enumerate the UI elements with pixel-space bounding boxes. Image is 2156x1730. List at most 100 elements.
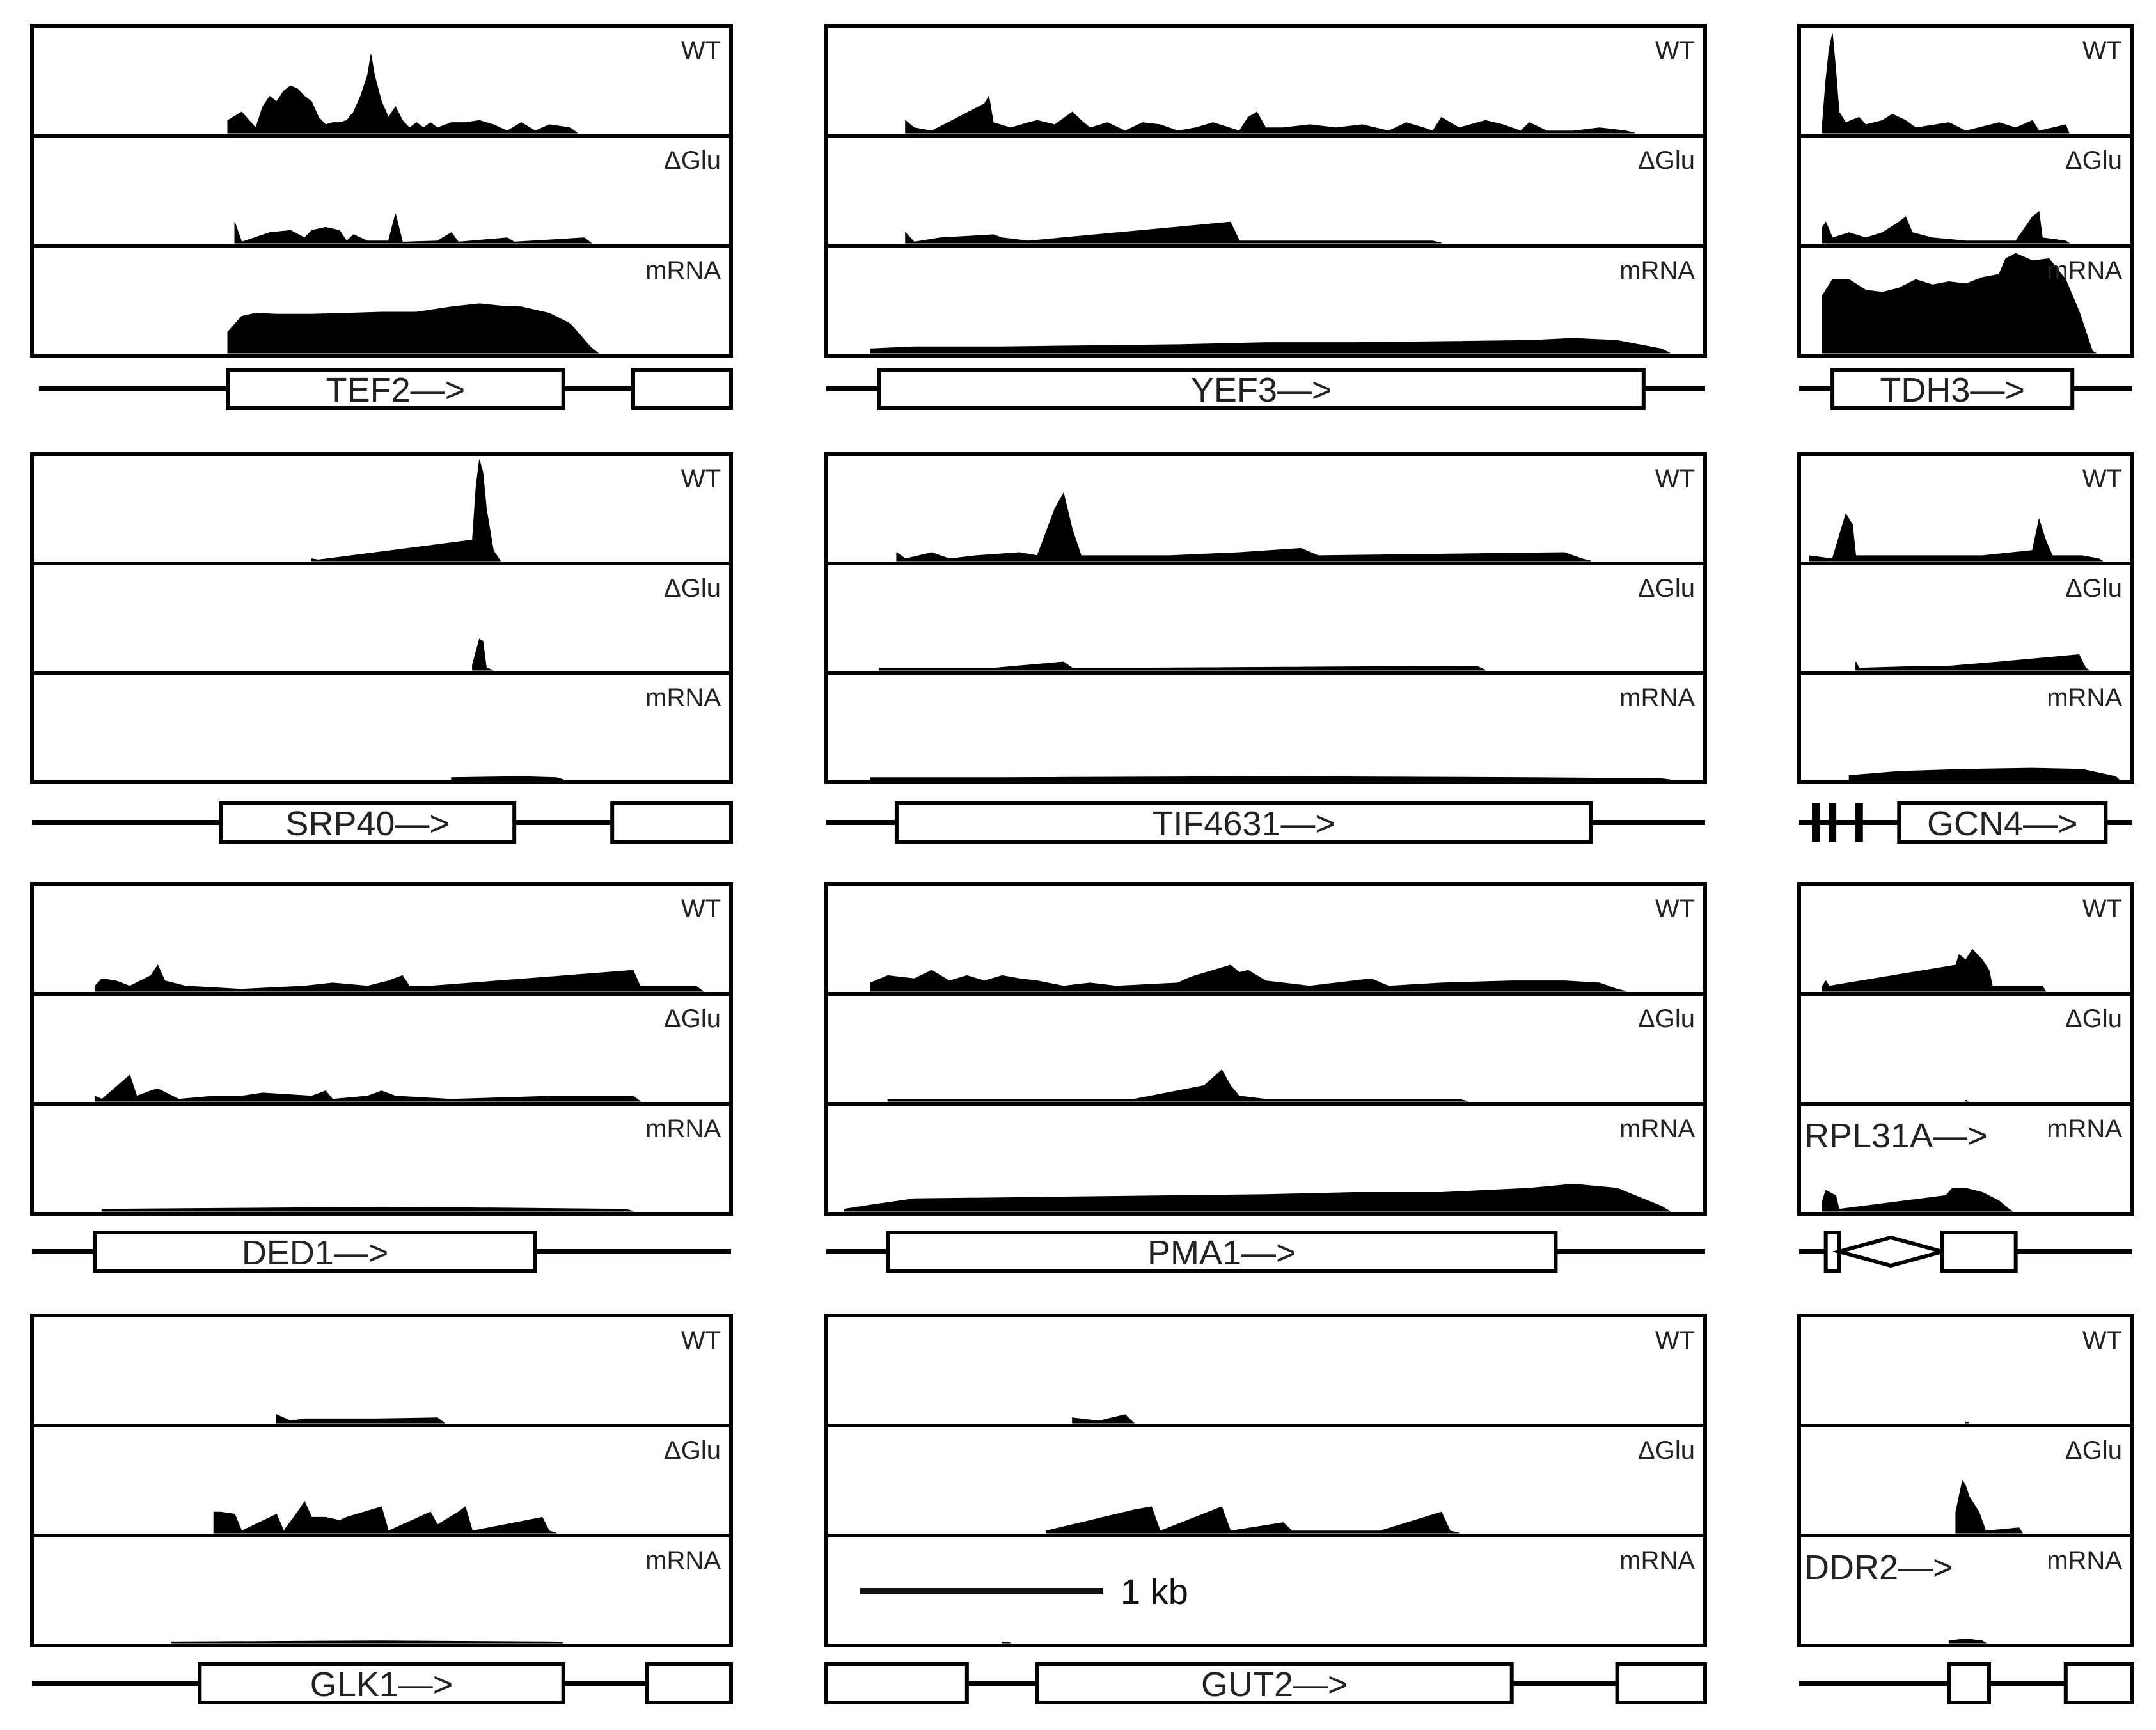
- gene-model-rpl31a: [1799, 1231, 2132, 1273]
- dglu-track-label: ΔGlu: [1638, 574, 1695, 602]
- panel-frame: [824, 1314, 1707, 1647]
- dglu-coverage-srp40: [472, 638, 494, 671]
- panel-frame: [30, 452, 733, 784]
- exon-box: [1940, 1231, 2018, 1273]
- gene-label-yef3: YEF3—>: [1191, 371, 1332, 409]
- gene-label-gcn4: GCN4—>: [1927, 805, 2078, 843]
- mrna-coverage-ddr2: [1948, 1638, 1987, 1644]
- wt-coverage-srp40: [311, 459, 501, 562]
- panel-frame: [1797, 882, 2134, 1216]
- gene-model-tif4631: [826, 801, 1705, 844]
- gene-label-rpl31a: RPL31A—>: [1804, 1117, 1988, 1155]
- gene-model-srp40: [32, 801, 733, 844]
- gene-label-tef2: TEF2—>: [326, 371, 466, 409]
- dglu-coverage-gut2: [1046, 1506, 1460, 1534]
- gene-model-gut2: [824, 1662, 1708, 1704]
- wt-coverage-tef2: [227, 54, 578, 134]
- exon-box: [1830, 368, 2075, 410]
- exon-box: [1615, 1662, 1708, 1704]
- gene-label-tif4631: TIF4631—>: [1152, 805, 1335, 843]
- dglu-track-label: ΔGlu: [1638, 1436, 1695, 1465]
- exon-box: [93, 1231, 537, 1273]
- exon-box: [610, 801, 733, 844]
- panel-rpl31a: WT ΔGlu mRNA RPL31A—>: [1797, 882, 2134, 1273]
- panel-ddr2: WT ΔGlu mRNA DDR2—>: [1797, 1314, 2135, 1704]
- mrna-coverage-srp40: [451, 776, 563, 780]
- panel-frame: [824, 882, 1707, 1216]
- mrna-coverage-pma1: [844, 1183, 1671, 1212]
- uorf-tick: [1829, 803, 1837, 842]
- exon-box: [2063, 1662, 2135, 1704]
- dglu-coverage-pma1: [887, 1069, 1468, 1102]
- dglu-track-label: ΔGlu: [664, 1005, 721, 1033]
- wt-track-label: WT: [681, 36, 721, 65]
- gene-model-yef3: [826, 368, 1705, 410]
- mrna-track-label: mRNA: [645, 1115, 721, 1143]
- mrna-track-label: mRNA: [1619, 1546, 1695, 1575]
- mrna-coverage-ded1: [101, 1206, 634, 1212]
- dglu-coverage-glk1: [213, 1500, 556, 1534]
- gene-label-tdh3: TDH3—>: [1880, 371, 2025, 409]
- exon-box: [631, 368, 733, 410]
- gene-label-glk1: GLK1—>: [310, 1665, 453, 1704]
- dglu-track-label: ΔGlu: [1638, 146, 1695, 175]
- gene-model-gcn4: [1799, 801, 2132, 844]
- dglu-track-label: ΔGlu: [664, 146, 721, 175]
- dglu-coverage-rpl31a: [1965, 1099, 1969, 1102]
- mrna-track-label: mRNA: [2047, 256, 2122, 285]
- intron-marker: [1832, 1235, 1950, 1268]
- wt-coverage-pma1: [870, 964, 1626, 992]
- gene-label-ded1: DED1—>: [242, 1234, 389, 1272]
- exon-box: [219, 801, 517, 844]
- panel-frame: [30, 24, 733, 358]
- mrna-coverage-tef2: [227, 303, 599, 354]
- panel-gut2: WT ΔGlu mRNA GUT2—>: [824, 1314, 1708, 1704]
- dglu-track-label: ΔGlu: [2065, 1436, 2122, 1465]
- gene-model-tef2: [38, 368, 733, 410]
- dglu-track-label: ΔGlu: [1638, 1005, 1695, 1033]
- panel-frame: [1797, 1314, 2134, 1647]
- panel-frame: [1797, 452, 2134, 784]
- exon-box: [1035, 1662, 1514, 1704]
- mrna-track-label: mRNA: [1619, 256, 1695, 285]
- panel-gcn4: WT ΔGlu mRNA GCN4—>: [1797, 452, 2134, 844]
- gene-label-srp40: SRP40—>: [285, 805, 450, 843]
- mrna-coverage-tdh3: [1822, 253, 2097, 354]
- gene-model-ddr2: [1799, 1662, 2135, 1704]
- panel-tef2: WT ΔGlu mRNA TEF2—>: [30, 24, 733, 410]
- gene-model-glk1: [32, 1662, 734, 1704]
- exon-box: [824, 1662, 969, 1704]
- wt-track-label: WT: [1655, 895, 1695, 923]
- wt-coverage-rpl31a: [1822, 948, 2047, 992]
- wt-coverage-yef3: [905, 95, 1635, 134]
- dglu-track-label: ΔGlu: [664, 574, 721, 602]
- uorf-tick: [1812, 803, 1820, 842]
- panel-glk1: WT ΔGlu mRNA GLK1—>: [30, 1314, 734, 1704]
- panels: WT ΔGlu mRNA TEF2—> WT ΔGlu mRNA YEF3—> WT ΔGlu mR…: [30, 24, 2135, 1704]
- mrna-coverage-glk1: [171, 1640, 563, 1644]
- panel-ded1: WT ΔGlu mRNA DED1—>: [30, 882, 733, 1273]
- gene-model-tdh3: [1799, 368, 2132, 410]
- scale-bar-label: 1 kb: [1121, 1571, 1188, 1612]
- panel-frame: [30, 1314, 733, 1647]
- mrna-track-label: mRNA: [1619, 684, 1695, 712]
- dglu-coverage-tdh3: [1822, 210, 2070, 244]
- exon-box: [1947, 1662, 1991, 1704]
- wt-track-label: WT: [681, 1326, 721, 1355]
- wt-track-label: WT: [2082, 1326, 2122, 1355]
- panel-frame: [1797, 24, 2134, 358]
- wt-track-label: WT: [681, 465, 721, 493]
- dglu-coverage-tef2: [234, 213, 592, 244]
- panel-tif4631: WT ΔGlu mRNA TIF4631—>: [824, 452, 1707, 844]
- wt-track-label: WT: [681, 895, 721, 923]
- exon-box: [198, 1662, 565, 1704]
- uorf-tick: [1855, 803, 1863, 842]
- dglu-track-label: ΔGlu: [2065, 574, 2122, 602]
- dglu-track-label: ΔGlu: [2065, 146, 2122, 175]
- dglu-coverage-tif4631: [878, 661, 1486, 671]
- panel-frame: [824, 452, 1707, 784]
- exon-box: [877, 368, 1646, 410]
- dglu-coverage-ddr2: [1955, 1479, 2024, 1534]
- mrna-coverage-rpl31a: [1822, 1188, 2014, 1212]
